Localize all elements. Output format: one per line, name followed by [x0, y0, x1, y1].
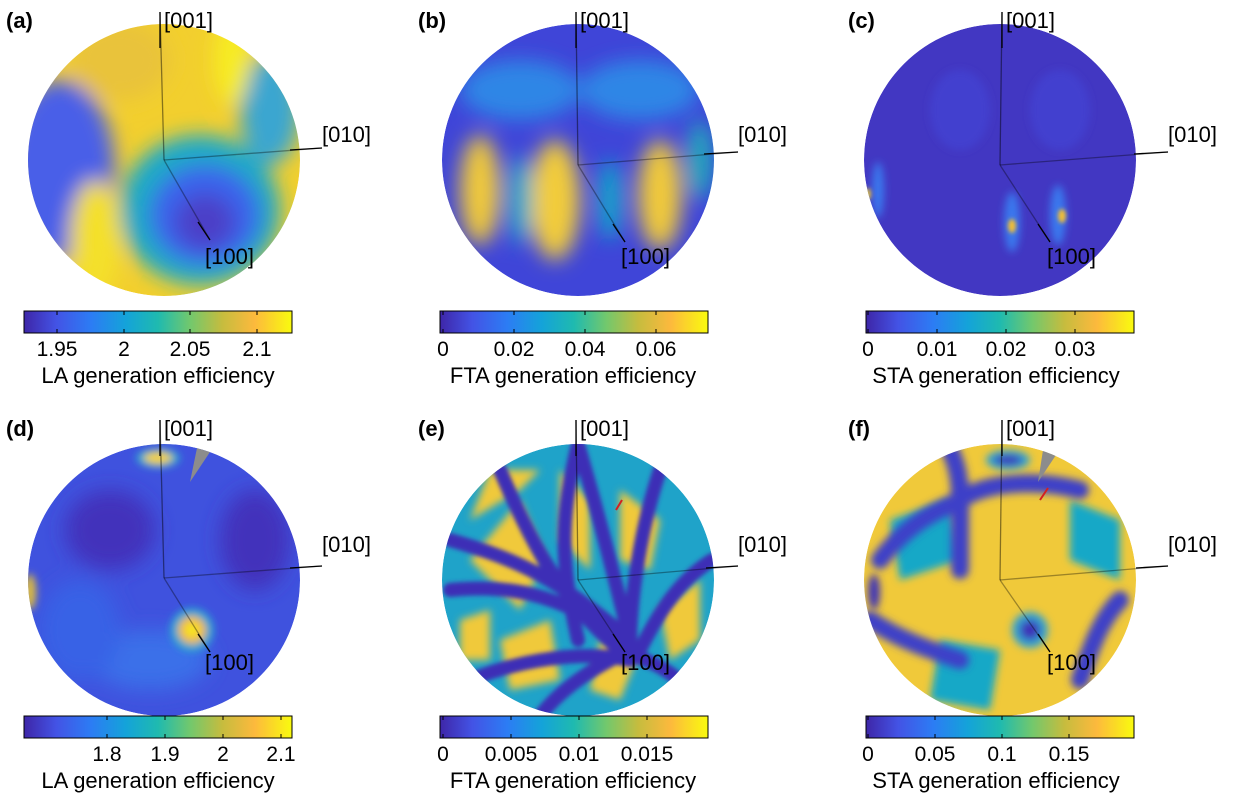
sphere-plot: [442, 444, 714, 716]
colorbar-tick: 0.03: [1055, 338, 1096, 361]
colorbar: 0 0.02 0.04 0.06 FTA generation efficien…: [437, 310, 709, 388]
colorbar: 0 0.05 0.1 0.15 STA generation efficienc…: [862, 715, 1135, 793]
panel-label: (d): [6, 416, 34, 441]
axis-label-x: [100]: [1047, 650, 1096, 675]
axis-label-y: [010]: [738, 122, 787, 147]
colorbar-tick: 1.9: [150, 743, 179, 766]
axis-label-z: [001]: [580, 8, 629, 33]
sphere-plot: [864, 24, 1136, 296]
colorbar: 0 0.01 0.02 0.03 STA generation efficien…: [862, 310, 1135, 388]
colorbar: 1.8 1.9 2 2.1 LA generation efficiency: [23, 715, 296, 793]
axis-label-y: [010]: [1168, 532, 1217, 557]
colorbar-tick: 0.005: [485, 743, 538, 766]
colorbar-tick: 0.05: [915, 743, 956, 766]
colorbar: 0 0.005 0.01 0.015 FTA generation effici…: [437, 715, 709, 793]
colorbar-tick: 2.1: [266, 743, 295, 766]
colorbar-tick: 2: [118, 338, 130, 361]
sphere-plot: [442, 24, 714, 296]
axis-lines: [999, 11, 1169, 243]
axis-label-x: [100]: [205, 244, 254, 269]
colorbar-tick: 2: [217, 743, 229, 766]
axis-label-z: [001]: [164, 416, 213, 441]
axis-label-x: [100]: [621, 650, 670, 675]
axis-label-z: [001]: [164, 8, 213, 33]
colorbar-tick: 0.1: [987, 743, 1016, 766]
colorbar-tick: 1.8: [92, 743, 121, 766]
colorbar-tick: 0.06: [636, 338, 677, 361]
panel-label: (b): [418, 8, 446, 33]
axis-label-x: [100]: [1047, 244, 1096, 269]
panel-b: (b) [001] [010] [100]: [418, 8, 787, 388]
axis-label-y: [010]: [322, 122, 371, 147]
panel-label: (a): [6, 8, 33, 33]
colorbar-tick: 0.04: [565, 338, 606, 361]
colorbar-tick: 0: [437, 743, 449, 766]
colorbar-tick: 0: [862, 743, 874, 766]
axis-label-x: [100]: [621, 244, 670, 269]
colorbar-title: STA generation efficiency: [872, 363, 1119, 388]
panel-label: (f): [848, 416, 870, 441]
panel-d: (d): [6, 416, 371, 793]
panel-label: (e): [418, 416, 445, 441]
axis-label-z: [001]: [1006, 8, 1055, 33]
colorbar-title: LA generation efficiency: [41, 768, 274, 793]
colorbar-title: FTA generation efficiency: [450, 363, 696, 388]
panel-f: (f): [848, 416, 1217, 793]
colorbar-tick: 2.1: [242, 338, 271, 361]
axis-label-y: [010]: [322, 532, 371, 557]
panel-c: (c) [001] [010] [10: [848, 8, 1217, 388]
colorbar-tick: 0.01: [559, 743, 600, 766]
colorbar: 1.95 2 2.05 2.1 LA generation efficiency: [23, 310, 293, 388]
sphere-plot: [864, 444, 1136, 716]
colorbar-tick: 0.15: [1049, 743, 1090, 766]
panel-label: (c): [848, 8, 875, 33]
colorbar-tick: 0: [437, 338, 449, 361]
axis-lines: [159, 11, 323, 241]
colorbar-tick: 2.05: [170, 338, 211, 361]
colorbar-title: LA generation efficiency: [41, 363, 274, 388]
axis-label-y: [010]: [1168, 122, 1217, 147]
axis-lines: [575, 419, 739, 653]
colorbar-tick: 0.02: [494, 338, 535, 361]
colorbar-tick: 0.02: [986, 338, 1027, 361]
colorbar-tick: 0.01: [917, 338, 958, 361]
axis-label-z: [001]: [1006, 416, 1055, 441]
colorbar-tick: 0.015: [621, 743, 674, 766]
colorbar-tick: 0: [862, 338, 874, 361]
colorbar-title: STA generation efficiency: [872, 768, 1119, 793]
panel-a: (a) [001] [010] [100]: [6, 8, 371, 388]
axis-lines: [159, 419, 323, 653]
sphere-plot: [28, 24, 300, 296]
axis-lines: [575, 11, 739, 243]
colorbar-title: FTA generation efficiency: [450, 768, 696, 793]
axis-label-y: [010]: [738, 532, 787, 557]
axis-lines: [999, 419, 1169, 653]
panel-e: (e): [418, 416, 787, 793]
axis-label-z: [001]: [580, 416, 629, 441]
axis-label-x: [100]: [205, 650, 254, 675]
colorbar-tick: 1.95: [37, 338, 78, 361]
sphere-plot: [28, 444, 300, 716]
